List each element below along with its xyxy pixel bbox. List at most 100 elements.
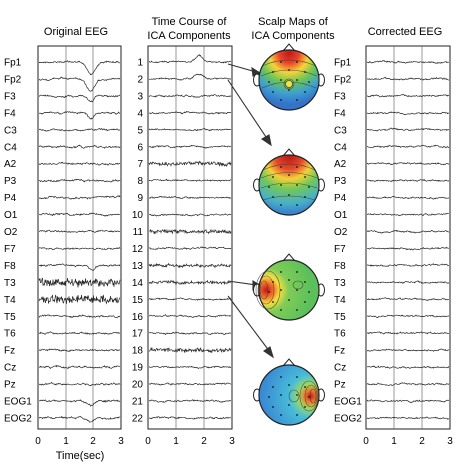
component-label: 6 — [137, 142, 143, 153]
tick-label: 3 — [229, 436, 235, 447]
channel-label: O2 — [334, 227, 348, 238]
electrode-dot — [296, 271, 298, 273]
electrode-dot — [272, 386, 274, 388]
channel-label: F7 — [334, 244, 346, 255]
eeg-trace — [366, 314, 450, 318]
channel-label: F3 — [4, 91, 16, 102]
eeg-trace — [38, 415, 121, 423]
eeg-trace — [148, 110, 232, 115]
eeg-trace — [148, 144, 231, 149]
electrode-dot — [296, 204, 298, 206]
electrode-dot — [308, 396, 310, 398]
eeg-trace — [38, 263, 121, 272]
components-title-line2: ICA Components — [147, 30, 231, 42]
eeg-trace — [366, 212, 450, 217]
electrode-dot — [308, 81, 310, 83]
channel-label: T6 — [4, 329, 16, 340]
component-map-arrows — [227, 63, 274, 359]
electrode-dot — [308, 186, 310, 188]
electrode-dot — [288, 384, 290, 386]
component-label: 14 — [132, 278, 144, 289]
tick-label: 1 — [173, 436, 179, 447]
electrode-dot — [268, 291, 270, 293]
component-label: 4 — [137, 108, 143, 119]
channel-label: C3 — [4, 125, 17, 136]
channel-label: T4 — [334, 295, 346, 306]
eeg-trace — [148, 314, 232, 318]
component-label: 11 — [133, 227, 144, 238]
electrode-dot — [296, 289, 298, 291]
electrode-dot — [288, 69, 290, 71]
channel-label: C4 — [4, 142, 17, 153]
eeg-trace — [38, 111, 121, 121]
component-label: 8 — [137, 176, 143, 187]
eeg-trace — [39, 229, 121, 233]
eeg-trace — [366, 93, 450, 98]
electrode-dot — [296, 61, 298, 63]
eeg-trace — [366, 331, 450, 335]
component-label: 15 — [132, 295, 144, 306]
electrode-dot — [296, 184, 298, 186]
component-label: 12 — [132, 244, 144, 255]
tick-label: 1 — [391, 436, 397, 447]
components-time-ticks: 0 1 2 3 — [145, 436, 235, 447]
scalp-map-component-1 — [253, 43, 325, 111]
channel-label: Cz — [334, 363, 346, 374]
eeg-trace — [366, 111, 450, 115]
electrode-dot — [280, 204, 282, 206]
channel-label: F3 — [334, 91, 346, 102]
components-gridlines — [175, 46, 205, 429]
electrode-dots — [268, 271, 310, 311]
component-label: 5 — [137, 125, 143, 136]
electrode-dot — [296, 394, 298, 396]
original-channel-labels: Fp1 Fp2 F3 F4 C3 C4 A2 P3 P4 O1 O2 F7 F8 T3 T4 T5 T6 Fz Cz… — [4, 58, 32, 425]
tick-label: 1 — [63, 436, 69, 447]
component-label: 10 — [132, 210, 144, 221]
original-time-ticks: 0 1 2 3 — [35, 436, 124, 447]
eeg-trace — [366, 297, 450, 302]
component-label: 21 — [132, 397, 144, 408]
eeg-trace — [366, 246, 450, 251]
eeg-trace — [38, 277, 121, 288]
eeg-trace — [366, 127, 450, 132]
component-label: 20 — [132, 380, 144, 391]
component-traces — [148, 54, 232, 420]
electrode-dot — [268, 396, 270, 398]
eeg-trace — [148, 127, 232, 132]
electrode-dot — [280, 414, 282, 416]
component-label: 19 — [132, 363, 144, 374]
eeg-trace — [38, 348, 121, 352]
eeg-trace — [38, 161, 121, 166]
tick-label: 2 — [201, 436, 207, 447]
eeg-trace — [38, 399, 121, 407]
eeg-trace — [148, 160, 232, 168]
eeg-trace — [148, 331, 232, 336]
scalp-map-component-14 — [253, 253, 325, 321]
tick-label: 3 — [118, 436, 124, 447]
electrode-dot — [304, 406, 306, 408]
electrode-dot — [280, 61, 282, 63]
electrode-dot — [280, 99, 282, 101]
electrode-dot — [272, 301, 274, 303]
electrode-dot — [304, 176, 306, 178]
eeg-trace — [148, 297, 231, 301]
channel-label: F8 — [4, 261, 16, 272]
electrode-dot — [272, 71, 274, 73]
eeg-trace — [38, 331, 121, 335]
channel-label: O1 — [4, 210, 18, 221]
eeg-trace — [148, 416, 232, 420]
channel-label: T3 — [334, 278, 346, 289]
components-frame — [147, 45, 233, 430]
tick-label: 0 — [35, 436, 41, 447]
eeg-trace — [148, 228, 232, 235]
electrode-dot — [288, 194, 290, 196]
electrode-dot — [288, 89, 290, 91]
channel-label: Fp2 — [4, 74, 22, 85]
electrode-dot — [296, 166, 298, 168]
eeg-trace — [366, 59, 450, 64]
component-label: 17 — [132, 329, 144, 340]
corrected-channel-labels: Fp1 Fp2 F3 F4 C3 C4 A2 P3 P4 O1 O2 F7 F8 T3 T4 T5 T6 Fz Cz… — [334, 58, 362, 425]
eeg-trace — [367, 76, 450, 81]
